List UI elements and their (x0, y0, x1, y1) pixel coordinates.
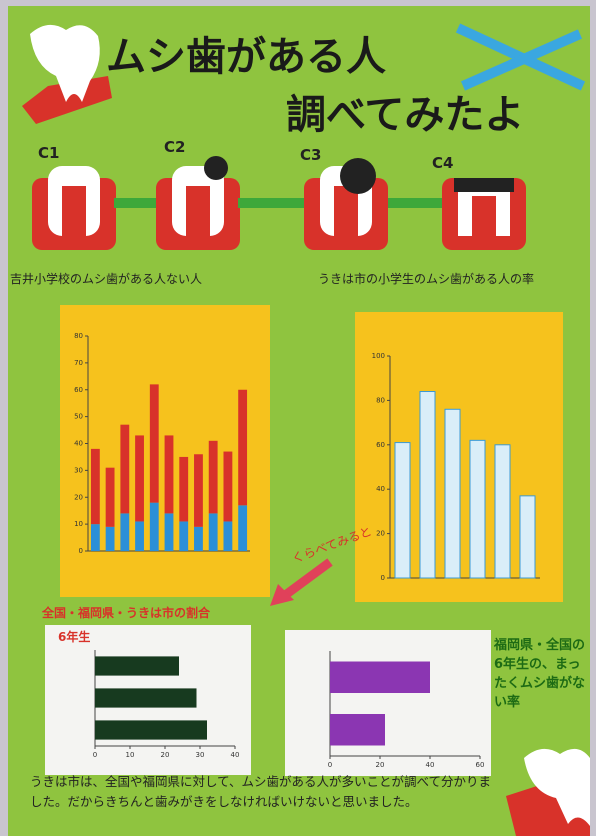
y-tick-label: 20 (74, 493, 83, 501)
y-tick-label: 10 (74, 520, 83, 528)
bar (95, 656, 179, 676)
caption: うきは市の小学生のムシ歯がある人の率 (318, 272, 535, 286)
title: ムシ歯がある人 (106, 34, 386, 80)
x-tick-label: 0 (328, 761, 332, 769)
bar (394, 442, 411, 579)
bar (194, 454, 203, 527)
arrow-head (270, 584, 294, 606)
caption: 吉井小学校のムシ歯がある人ない人 (10, 272, 203, 286)
stage-label: C3 (300, 146, 322, 164)
bar (105, 526, 115, 551)
stage-teeth (32, 156, 526, 250)
x-tick-label: 20 (376, 761, 385, 769)
x-tick-label: 0 (93, 751, 97, 759)
bar (208, 513, 218, 551)
side-note: 福岡県・全国の6年生の、まったくムシ歯がない率 (494, 638, 586, 710)
poster-art: 0 10 20 30 40 50 60 70 80 0 20 40 60 80 100 0 10 20 30 40 0 2… (22, 23, 590, 836)
bar (519, 495, 536, 579)
bar (238, 505, 248, 551)
bar (444, 408, 461, 579)
x-tick-label: 10 (126, 751, 135, 759)
x-tick-label: 20 (161, 751, 170, 759)
y-tick-label: 80 (376, 396, 385, 404)
stage-label: C4 (432, 154, 454, 172)
tooth-icon (524, 748, 590, 826)
y-tick-label: 70 (74, 359, 83, 367)
bar (120, 424, 130, 514)
bar (469, 439, 486, 579)
y-tick-label: 0 (79, 547, 83, 555)
stage-label: C1 (38, 144, 60, 162)
y-tick-label: 20 (376, 530, 385, 538)
bar (135, 521, 144, 551)
bar (238, 389, 248, 506)
x-tick-label: 30 (196, 751, 205, 759)
bar (419, 391, 436, 579)
bar (330, 714, 385, 746)
x-tick-label: 40 (231, 751, 240, 759)
bar (149, 384, 159, 503)
bar (149, 502, 159, 551)
bar (223, 521, 233, 551)
bar (179, 456, 189, 522)
bar (330, 661, 430, 693)
brush (460, 29, 583, 91)
bar (164, 435, 174, 514)
bar (164, 513, 174, 551)
y-tick-label: 60 (74, 386, 83, 394)
bar (208, 440, 218, 514)
stage-label: C2 (164, 138, 186, 156)
y-tick-label: 100 (372, 352, 385, 360)
bar (179, 521, 189, 551)
y-tick-label: 80 (74, 332, 83, 340)
heading: 全国・福岡県・うきは市の割合 (42, 606, 211, 620)
bar (95, 720, 207, 740)
bar (90, 448, 100, 525)
conclusion: うきは市は、全国や福岡県に対して、ムシ歯がある人が多いことが調べて分かりました。… (30, 774, 492, 809)
y-tick-label: 50 (74, 413, 83, 421)
y-tick-label: 60 (376, 441, 385, 449)
y-tick-label: 30 (74, 466, 83, 474)
y-tick-label: 0 (381, 574, 385, 582)
x-tick-label: 40 (426, 761, 435, 769)
bar (494, 444, 511, 579)
arrow (281, 558, 333, 600)
y-tick-label: 40 (74, 440, 83, 448)
bar (223, 451, 233, 522)
y-tick-label: 40 (376, 485, 385, 493)
bar (95, 688, 197, 708)
panel (285, 630, 491, 776)
bar (105, 467, 115, 527)
title: 調べてみたよ (286, 92, 525, 138)
bar (135, 435, 144, 522)
bar (90, 524, 100, 551)
tooth-icon (30, 24, 100, 102)
bar (194, 526, 203, 551)
bar (120, 513, 130, 551)
poster: 0 10 20 30 40 50 60 70 80 0 20 40 60 80 100 0 10 20 30 40 0 2… (8, 6, 590, 836)
x-tick-label: 60 (476, 761, 485, 769)
grade-label: 6年生 (58, 630, 91, 644)
